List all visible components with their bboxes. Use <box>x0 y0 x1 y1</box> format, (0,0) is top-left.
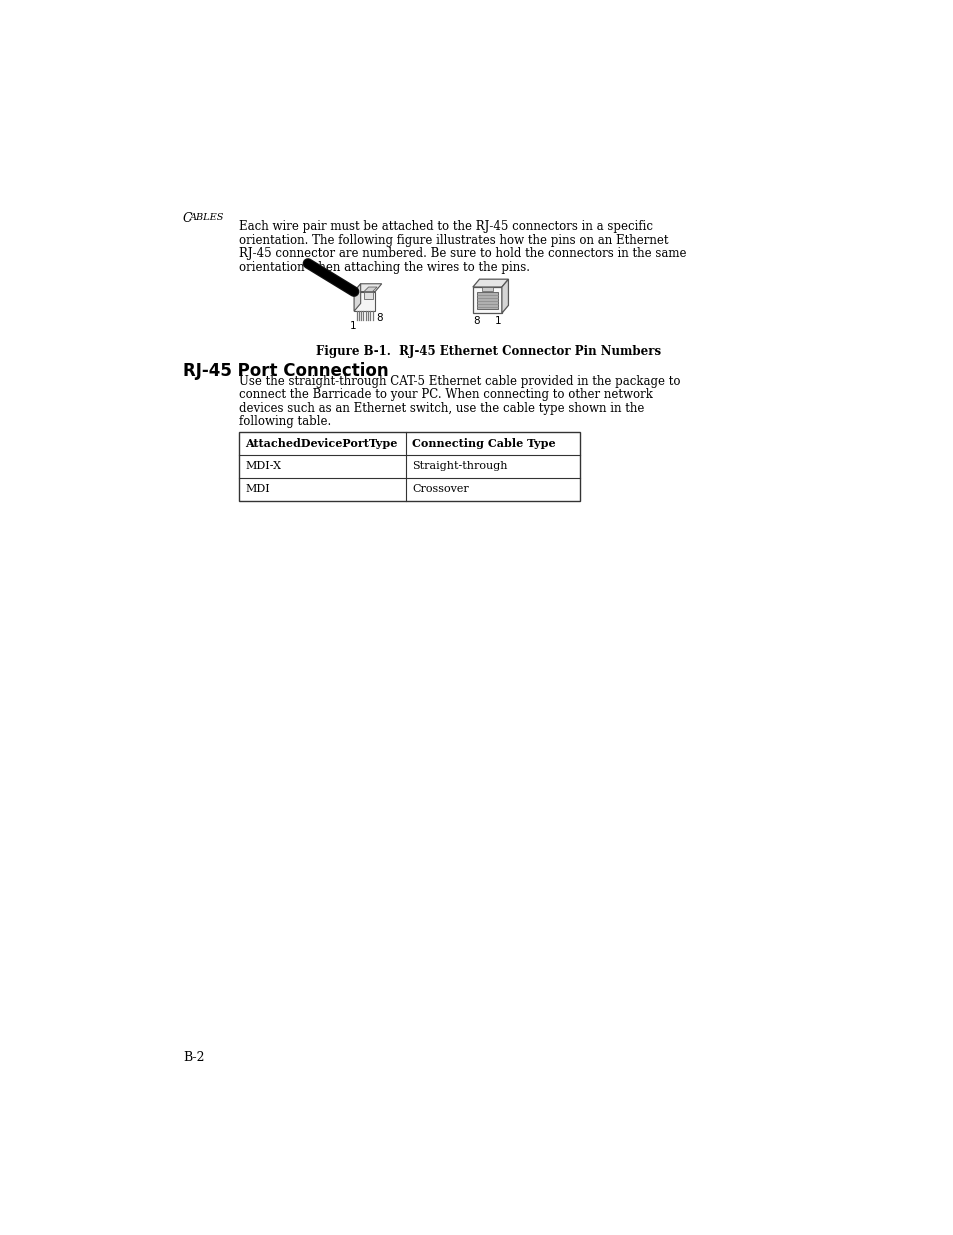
Text: Figure B-1.  RJ-45 Ethernet Connector Pin Numbers: Figure B-1. RJ-45 Ethernet Connector Pin… <box>316 346 660 358</box>
Polygon shape <box>354 284 360 311</box>
Polygon shape <box>354 291 375 311</box>
Text: Each wire pair must be attached to the RJ-45 connectors in a specific: Each wire pair must be attached to the R… <box>239 220 653 233</box>
Text: 1: 1 <box>495 316 501 326</box>
Text: B-2: B-2 <box>183 1051 204 1063</box>
Polygon shape <box>473 287 501 314</box>
Text: RJ-45 Port Connection: RJ-45 Port Connection <box>183 362 388 380</box>
Text: connect the Barricade to your PC. When connecting to other network: connect the Barricade to your PC. When c… <box>239 388 653 401</box>
Text: RJ-45 connector are numbered. Be sure to hold the connectors in the same: RJ-45 connector are numbered. Be sure to… <box>239 247 686 261</box>
Text: devices such as an Ethernet switch, use the cable type shown in the: devices such as an Ethernet switch, use … <box>239 401 644 415</box>
Text: AttachedDevicePortType: AttachedDevicePortType <box>245 437 397 448</box>
Polygon shape <box>476 293 497 309</box>
Text: following table.: following table. <box>239 415 332 429</box>
Text: Connecting Cable Type: Connecting Cable Type <box>412 437 556 448</box>
Polygon shape <box>481 287 492 291</box>
Polygon shape <box>473 279 508 287</box>
Bar <box>239 431 579 501</box>
Text: 1: 1 <box>349 321 355 331</box>
Text: C: C <box>183 212 193 226</box>
Polygon shape <box>501 279 508 314</box>
Text: orientation when attaching the wires to the pins.: orientation when attaching the wires to … <box>239 261 530 274</box>
Text: MDI-X: MDI-X <box>245 461 281 472</box>
Polygon shape <box>364 287 376 291</box>
Text: orientation. The following figure illustrates how the pins on an Ethernet: orientation. The following figure illust… <box>239 233 668 247</box>
Text: Use the straight-through CAT-5 Ethernet cable provided in the package to: Use the straight-through CAT-5 Ethernet … <box>239 374 680 388</box>
Text: Crossover: Crossover <box>412 484 469 494</box>
Text: ABLES: ABLES <box>190 212 224 222</box>
Text: MDI: MDI <box>245 484 270 494</box>
Text: 8: 8 <box>376 314 383 324</box>
Polygon shape <box>364 291 372 299</box>
Text: Straight-through: Straight-through <box>412 461 507 472</box>
Polygon shape <box>354 284 381 291</box>
Text: 8: 8 <box>473 316 479 326</box>
